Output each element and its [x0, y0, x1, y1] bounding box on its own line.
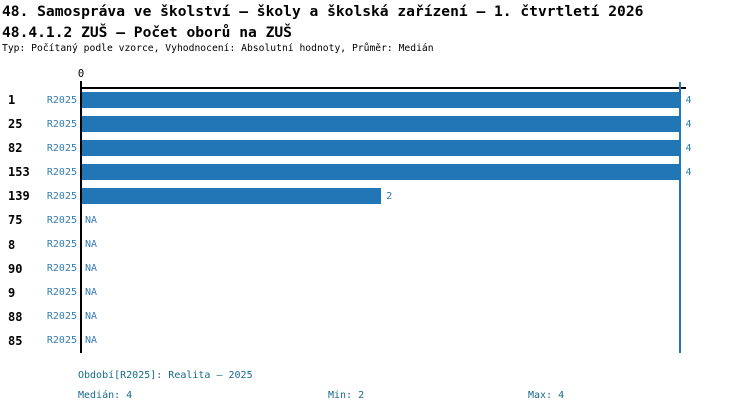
chart-row: 85 R2025 NA	[0, 329, 750, 353]
row-category-label: 8	[8, 237, 16, 252]
max-value-gridline	[679, 82, 681, 353]
page-title: 48. Samospráva ve školství – školy a ško…	[2, 3, 644, 20]
chart-row: 8 R2025 NA	[0, 233, 750, 257]
row-series-label: R2025	[46, 94, 77, 106]
bar	[82, 140, 681, 157]
bar-value-label: NA	[85, 311, 98, 323]
bar-value-label: 4	[685, 118, 692, 130]
row-category-label: 9	[8, 285, 16, 300]
footer-min: Min: 2	[328, 390, 365, 401]
axis-zero-label: 0	[77, 68, 85, 80]
footer-median: Medián: 4	[78, 390, 133, 401]
bar-value-label: NA	[85, 287, 98, 299]
row-series-label: R2025	[46, 118, 77, 130]
footer-max: Max: 4	[528, 390, 565, 401]
row-series-label: R2025	[46, 311, 77, 323]
bar	[82, 188, 382, 205]
footer-period: Období[R2025]: Realita – 2025	[78, 370, 253, 381]
bar-value-label: NA	[85, 214, 98, 226]
row-category-label: 90	[8, 261, 23, 276]
meta-line: Typ: Počítaný podle vzorce, Vyhodnocení:…	[2, 43, 434, 54]
row-series-label: R2025	[46, 263, 77, 275]
row-series-label: R2025	[46, 190, 77, 202]
bar-value-label: 2	[386, 190, 393, 202]
bar	[82, 164, 681, 181]
row-series-label: R2025	[46, 166, 77, 178]
bar-value-label: 4	[685, 166, 692, 178]
bar-value-label: NA	[85, 335, 98, 347]
bar-value-label: NA	[85, 263, 98, 275]
chart-row: 75 R2025 NA	[0, 208, 750, 232]
top-axis-line	[81, 87, 686, 89]
chart-row: 82 R2025 4	[0, 136, 750, 160]
y-axis-line	[80, 81, 82, 353]
chart-row: 139 R2025 2	[0, 184, 750, 208]
row-series-label: R2025	[46, 142, 77, 154]
bar-value-label: 4	[685, 94, 692, 106]
chart-row: 153 R2025 4	[0, 160, 750, 184]
row-series-label: R2025	[46, 287, 77, 299]
bar	[82, 116, 681, 133]
chart-row: 90 R2025 NA	[0, 257, 750, 281]
bar-value-label: NA	[85, 239, 98, 251]
row-category-label: 85	[8, 333, 23, 348]
row-category-label: 153	[8, 165, 30, 180]
row-series-label: R2025	[46, 214, 77, 226]
bar-value-label: 4	[685, 142, 692, 154]
row-category-label: 88	[8, 309, 23, 324]
row-category-label: 82	[8, 141, 23, 156]
row-category-label: 1	[8, 93, 16, 108]
chart-row: 1 R2025 4	[0, 88, 750, 112]
chart-row: 9 R2025 NA	[0, 281, 750, 305]
chart-rows: 1 R2025 4 25 R2025 4 82 R2025 4 153 R2025 4 139 R2025…	[0, 88, 750, 353]
row-category-label: 75	[8, 213, 23, 228]
row-category-label: 25	[8, 117, 23, 132]
chart-row: 88 R2025 NA	[0, 305, 750, 329]
page-subtitle: 48.4.1.2 ZUŠ – Počet oborů na ZUŠ	[2, 24, 292, 41]
row-series-label: R2025	[46, 239, 77, 251]
row-category-label: 139	[8, 189, 30, 204]
row-series-label: R2025	[46, 335, 77, 347]
bar	[82, 92, 681, 108]
chart-row: 25 R2025 4	[0, 112, 750, 136]
